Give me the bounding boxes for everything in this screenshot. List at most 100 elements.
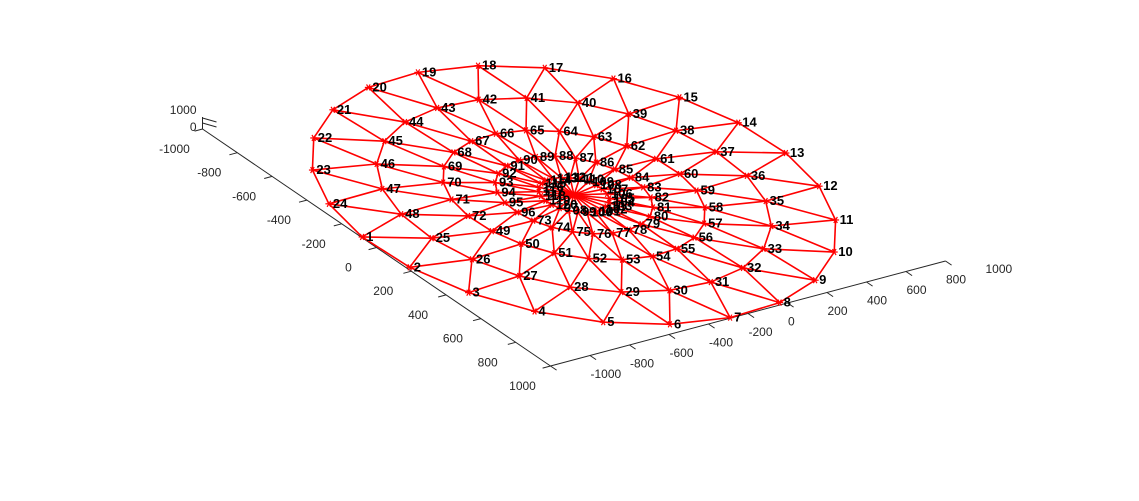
truss-member — [470, 140, 520, 161]
joint-marker — [542, 177, 550, 184]
node-label: 106 — [611, 186, 633, 201]
truss-member — [518, 243, 523, 277]
x-tick-label: -1000 — [159, 142, 190, 156]
y-tick — [550, 365, 557, 371]
x-tick-label: 1000 — [509, 379, 536, 393]
truss-member — [569, 157, 577, 179]
truss-member — [571, 211, 579, 233]
joint-marker — [608, 229, 616, 237]
joint-marker — [734, 119, 742, 127]
truss-member — [443, 181, 498, 194]
z-tick — [202, 122, 217, 128]
truss-member — [771, 219, 836, 227]
y-tick-label: 200 — [828, 304, 848, 318]
joint-marker — [574, 208, 582, 216]
truss-member — [544, 67, 579, 104]
joint-marker — [550, 249, 558, 257]
joint-marker — [672, 127, 680, 135]
joint-marker — [532, 153, 540, 161]
node-label: 29 — [625, 284, 639, 299]
joint-marker — [433, 104, 441, 112]
joint-marker — [649, 204, 657, 211]
joint-marker — [625, 226, 633, 234]
joint-marker — [675, 94, 683, 101]
node-label: 31 — [715, 274, 729, 289]
x-tick-label: -600 — [232, 189, 256, 203]
x-tick-label: 800 — [478, 355, 498, 369]
truss-member — [571, 231, 590, 260]
truss-member — [544, 67, 614, 80]
joint-marker — [603, 190, 611, 198]
truss-member — [409, 266, 469, 294]
truss-member — [551, 226, 573, 233]
truss-member — [532, 204, 553, 222]
truss-member — [551, 227, 556, 254]
node-label: 120 — [556, 197, 578, 212]
truss-member — [506, 165, 547, 182]
truss-member — [558, 130, 577, 159]
joint-marker — [449, 149, 457, 156]
truss-member — [384, 140, 445, 168]
truss-member — [535, 156, 562, 179]
truss-member — [436, 107, 472, 142]
truss-member — [375, 140, 386, 165]
joint-marker — [557, 174, 565, 181]
truss-member — [559, 194, 575, 209]
truss-member — [595, 161, 616, 171]
node-label: 108 — [600, 177, 622, 192]
truss-member — [656, 150, 717, 160]
node-label: 53 — [626, 252, 640, 267]
truss-member — [518, 252, 555, 277]
joint-marker — [627, 174, 635, 182]
truss-member — [620, 291, 671, 325]
truss-member — [558, 102, 579, 132]
node-label: 45 — [388, 133, 402, 148]
joint-marker — [598, 206, 606, 213]
joint-marker — [700, 220, 708, 227]
node-label: 59 — [701, 183, 715, 198]
node-label: 116 — [543, 179, 564, 194]
y-tick — [668, 334, 676, 340]
truss-member — [569, 258, 590, 288]
joint-marker — [583, 209, 591, 216]
truss-member — [652, 206, 705, 225]
truss-member — [785, 152, 820, 187]
node-label: 112 — [565, 170, 586, 185]
truss-member — [495, 129, 527, 135]
truss-member — [532, 219, 553, 229]
node-label: 1 — [366, 229, 373, 244]
truss-member — [696, 189, 766, 202]
truss-member — [516, 211, 534, 222]
y-tick-label: -600 — [670, 346, 694, 360]
truss-member — [497, 172, 540, 189]
truss-member — [551, 210, 570, 228]
node-label: 32 — [747, 260, 761, 275]
node-label: 38 — [680, 123, 694, 138]
truss-member — [587, 233, 594, 259]
truss-member — [679, 173, 698, 192]
truss-member — [588, 257, 623, 261]
truss-member — [400, 213, 433, 239]
y-tick-label: -400 — [709, 336, 733, 350]
truss-member — [450, 198, 469, 217]
node-label: 47 — [386, 181, 400, 196]
truss-member — [655, 158, 681, 175]
node-label: 36 — [751, 168, 765, 183]
joint-marker — [599, 186, 607, 193]
truss-member — [401, 213, 469, 217]
joint-marker — [406, 263, 414, 271]
truss-member — [715, 151, 748, 177]
truss-member — [577, 102, 595, 138]
truss-member — [694, 236, 764, 250]
node-label: 19 — [422, 64, 436, 79]
y-tick-label: -1000 — [591, 367, 622, 381]
truss-member — [763, 248, 816, 281]
node-label: 111 — [574, 170, 594, 185]
joint-marker — [541, 64, 549, 72]
joint-marker — [739, 264, 747, 272]
truss-member — [467, 215, 493, 232]
truss-member — [504, 202, 518, 213]
truss-member — [630, 177, 644, 188]
truss-member — [573, 181, 589, 196]
x-tick — [472, 318, 482, 322]
